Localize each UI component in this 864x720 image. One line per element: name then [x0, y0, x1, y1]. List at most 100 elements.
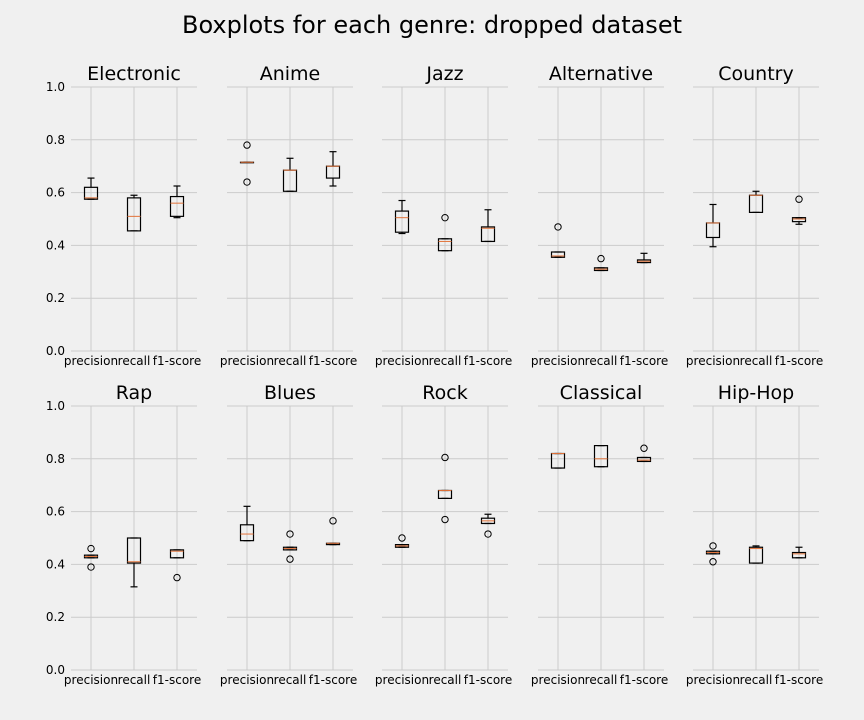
panel-title: Jazz — [425, 63, 463, 85]
x-tick-label-recall: recall — [585, 354, 618, 368]
y-tick-label: 0.8 — [46, 452, 65, 466]
iqr-box — [437, 238, 453, 252]
x-tick-label-precision: precision — [531, 354, 585, 368]
panel-title: Rap — [116, 382, 153, 404]
box-f1-score — [636, 252, 652, 264]
x-tick-label-f1-score: f1-score — [464, 354, 512, 368]
box-precision — [239, 141, 255, 186]
x-tick-label-precision: precision — [64, 354, 118, 368]
box-f1-score — [480, 513, 496, 538]
outlier-point — [87, 544, 95, 553]
box-precision — [550, 223, 566, 258]
panel-alternative: precision recall f1-score Alternative — [531, 63, 668, 368]
y-tick-label: 0.6 — [46, 505, 65, 519]
box-f1-score — [325, 151, 341, 187]
box-precision — [550, 452, 566, 469]
panel-title: Electronic — [87, 63, 181, 85]
outlier-point — [329, 517, 337, 525]
box-f1-score — [325, 517, 341, 546]
panel-title: Hip-Hop — [718, 382, 794, 404]
box-recall — [282, 530, 298, 563]
iqr-box — [126, 197, 142, 232]
box-recall — [282, 157, 298, 192]
outlier-point — [286, 530, 294, 538]
iqr-box — [239, 524, 255, 542]
x-tick-label-precision: precision — [531, 673, 585, 687]
iqr-box — [169, 195, 185, 217]
x-tick-label-f1-score: f1-score — [464, 673, 512, 687]
iqr-box — [550, 251, 566, 258]
x-tick-label-recall: recall — [118, 673, 151, 687]
iqr-box — [480, 226, 496, 243]
box-precision — [705, 542, 721, 566]
x-tick-label-recall: recall — [274, 673, 307, 687]
x-tick-label-f1-score: f1-score — [620, 354, 668, 368]
box-precision — [394, 534, 410, 548]
x-tick-label-precision: precision — [686, 354, 740, 368]
panel-electronic: 0.0 0.2 0.4 0.6 0.8 1.0 precision recall f1-scor… — [46, 63, 201, 368]
x-tick-label-recall: recall — [585, 673, 618, 687]
x-tick-label-precision: precision — [686, 673, 740, 687]
box-precision — [239, 505, 255, 542]
box-recall — [126, 537, 142, 588]
panel-classical: precision recall f1-score Classical — [531, 382, 668, 687]
outlier-point — [286, 555, 294, 563]
panel-title: Country — [718, 63, 793, 85]
box-f1-score — [791, 195, 807, 225]
iqr-box — [791, 217, 807, 223]
x-tick-label-f1-score: f1-score — [309, 354, 357, 368]
y-tick-label: 0.4 — [46, 557, 65, 571]
panel-country: precision recall f1-score Country — [686, 63, 823, 368]
x-tick-label-precision: precision — [220, 673, 274, 687]
outlier-point — [243, 178, 251, 186]
iqr-box — [748, 546, 764, 564]
panel-title: Alternative — [549, 63, 653, 85]
panel-jazz: precision recall f1-score Jazz — [375, 63, 512, 368]
panel-title: Blues — [264, 382, 316, 404]
y-tick-label: 0.2 — [46, 291, 65, 305]
x-tick-label-f1-score: f1-score — [309, 673, 357, 687]
x-tick-label-f1-score: f1-score — [153, 673, 201, 687]
y-tick-label: 0.6 — [46, 186, 65, 200]
panel-title: Rock — [422, 382, 467, 404]
outlier-point — [795, 195, 803, 203]
box-recall — [593, 445, 609, 468]
box-f1-score — [480, 209, 496, 243]
outlier-point — [398, 534, 406, 542]
box-recall — [748, 190, 764, 214]
outlier-point — [87, 563, 95, 571]
y-tick-label: 0.0 — [46, 663, 65, 677]
box-precision — [705, 203, 721, 248]
x-tick-label-recall: recall — [740, 354, 773, 368]
y-tick-label: 0.0 — [46, 344, 65, 358]
panel-title: Anime — [260, 63, 321, 85]
panel-blues: precision recall f1-score Blues — [220, 382, 357, 687]
iqr-box — [791, 551, 807, 559]
outlier-point — [554, 223, 562, 231]
panel-title: Classical — [560, 382, 643, 404]
x-tick-label-f1-score: f1-score — [775, 354, 823, 368]
y-tick-label: 0.2 — [46, 610, 65, 624]
iqr-box — [126, 537, 142, 564]
x-tick-label-recall: recall — [429, 354, 462, 368]
x-tick-label-recall: recall — [274, 354, 307, 368]
outlier-point — [484, 530, 492, 538]
outlier-point — [441, 515, 449, 524]
box-recall — [437, 453, 453, 524]
outlier-point — [441, 453, 449, 462]
x-tick-label-recall: recall — [429, 673, 462, 687]
box-recall — [126, 194, 142, 232]
box-f1-score — [636, 444, 652, 463]
box-precision — [394, 199, 410, 235]
box-recall — [748, 545, 764, 564]
outlier-point — [441, 213, 449, 222]
box-f1-score — [169, 549, 185, 582]
outlier-point — [243, 141, 251, 149]
outlier-point — [709, 558, 717, 566]
y-tick-label: 1.0 — [46, 399, 65, 413]
figure-title: Boxplots for each genre: dropped dataset — [182, 11, 682, 39]
x-tick-label-precision: precision — [375, 354, 429, 368]
box-recall — [593, 254, 609, 272]
x-tick-label-precision: precision — [375, 673, 429, 687]
